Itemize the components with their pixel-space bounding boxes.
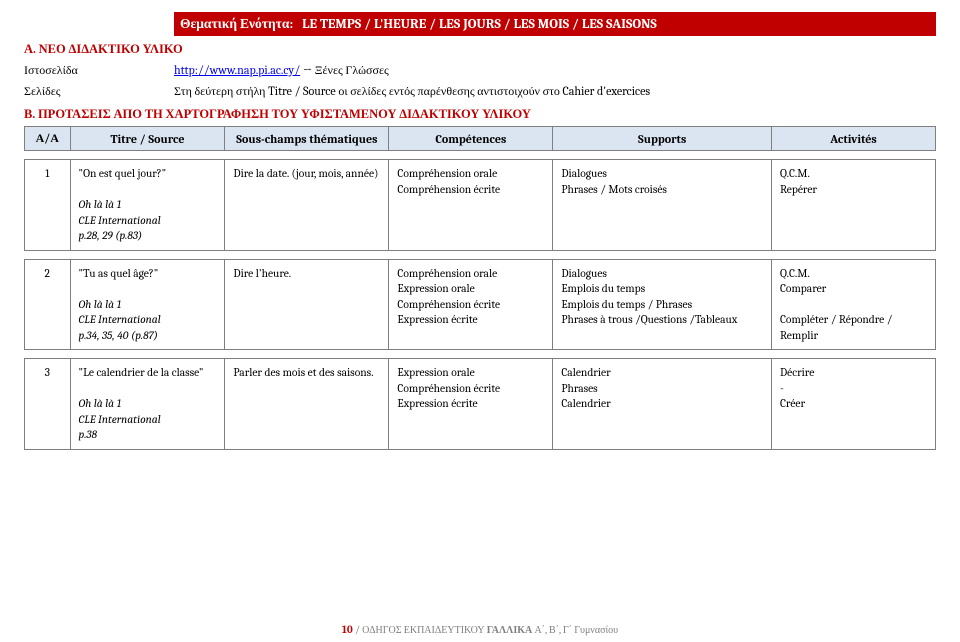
row-src3: p.28, 29 (p.83) <box>79 229 143 242</box>
row-number: 1 <box>25 160 71 251</box>
row-act: Q.C.M.ComparerCompléter / Répondre / Rem… <box>771 259 935 350</box>
row-comp: Compréhension oraleExpression oraleCompr… <box>389 259 553 350</box>
row-title: On est quel jour? <box>79 167 167 180</box>
row-src1: Oh là là 1 <box>79 298 122 311</box>
website-value: http://www.nap.pi.ac.cy/ → Ξένες Γλώσσες <box>174 63 389 78</box>
row-title-source: Tu as quel âge? Oh là là 1 CLE Internati… <box>70 259 225 350</box>
row-comp: Compréhension oraleCompréhension écrite <box>389 160 553 251</box>
row-act: Q.C.M.Repérer <box>771 160 935 251</box>
row-src3: p.34, 35, 40 (p.87) <box>79 329 158 342</box>
col-supp: Supports <box>553 127 772 151</box>
table-row: 2 Tu as quel âge? Oh là là 1 CLE Interna… <box>24 259 936 351</box>
pages-text: Στη δεύτερη στήλη Titre / Source οι σελί… <box>174 84 650 98</box>
thematic-label: Θεματική Ενότητα: <box>180 17 293 32</box>
website-label: Ιστοσελίδα <box>24 63 174 78</box>
row-supp: CalendrierPhrasesCalendrier <box>553 359 772 450</box>
row-act: Décrire -Créer <box>771 359 935 450</box>
pages-value: Στη δεύτερη στήλη Titre / Source οι σελί… <box>174 84 650 99</box>
pages-row: Σελίδες Στη δεύτερη στήλη Titre / Source… <box>24 84 936 99</box>
website-row: Ιστοσελίδα http://www.nap.pi.ac.cy/ → Ξέ… <box>24 63 936 78</box>
row-src1: Oh là là 1 <box>79 397 122 410</box>
col-aa: Α/Α <box>25 127 71 151</box>
website-suffix: → Ξένες Γλώσσες <box>300 63 389 77</box>
col-comp: Compétences <box>389 127 553 151</box>
row-src2: CLE International <box>79 413 161 426</box>
row-src2: CLE International <box>79 313 161 326</box>
row-supp: DialoguesEmplois du tempsEmplois du temp… <box>553 259 772 350</box>
footer-rest: Α΄, Β΄, Γ΄ Γυμνασίου <box>532 624 618 636</box>
row-title: Tu as quel âge? <box>79 267 159 280</box>
row-src3: p.38 <box>79 428 97 441</box>
page-number: 10 <box>342 623 353 636</box>
footer-text: ΟΔΗΓΟΣ ΕΚΠΑΙΔΕΥΤΙΚΟΥ <box>362 624 487 636</box>
thematic-value: LE TEMPS / L'HEURE / LES JOURS / LES MOI… <box>302 17 657 32</box>
col-titre: Titre / Source <box>70 127 225 151</box>
website-link[interactable]: http://www.nap.pi.ac.cy/ <box>174 63 300 77</box>
row-src1: Oh là là 1 <box>79 198 122 211</box>
row-sous: Parler des mois et des saisons. <box>225 359 389 450</box>
section-a-title: Α. ΝΕΟ ΔΙΔΑΚΤΙΚΟ ΥΛΙΚΟ <box>24 42 936 57</box>
row-title: Le calendrier de la classe <box>79 366 204 379</box>
row-comp: Expression oraleCompréhension écriteExpr… <box>389 359 553 450</box>
row-number: 2 <box>25 259 71 350</box>
table-row: 1 On est quel jour? Oh là là 1 CLE Inter… <box>24 159 936 251</box>
row-number: 3 <box>25 359 71 450</box>
row-sous: Dire l'heure. <box>225 259 389 350</box>
pages-label: Σελίδες <box>24 84 174 99</box>
row-title-source: On est quel jour? Oh là là 1 CLE Interna… <box>70 160 225 251</box>
footer-sep: / <box>353 624 362 636</box>
col-sous: Sous-champs thématiques <box>225 127 389 151</box>
row-title-source: Le calendrier de la classe Oh là là 1 CL… <box>70 359 225 450</box>
row-supp: DialoguesPhrases / Mots croisés <box>553 160 772 251</box>
row-src2: CLE International <box>79 214 161 227</box>
row-sous: Dire la date. (jour, mois, année) <box>225 160 389 251</box>
thematic-header: Θεματική Ενότητα: LE TEMPS / L'HEURE / L… <box>174 12 936 36</box>
col-act: Activités <box>771 127 935 151</box>
page-footer: 10 / ΟΔΗΓΟΣ ΕΚΠΑΙΔΕΥΤΙΚΟΥ ΓΑΛΛΙΚΑ Α΄, Β΄… <box>0 623 960 636</box>
table-row: 3 Le calendrier de la classe Oh là là 1 … <box>24 358 936 450</box>
footer-bold: ΓΑΛΛΙΚΑ <box>487 624 533 636</box>
section-b-title: Β. ΠΡΟΤΑΣΕΙΣ ΑΠΟ ΤΗ ΧΑΡΤΟΓΡΑΦΗΣΗ ΤΟΥ ΥΦΙ… <box>24 107 936 122</box>
column-header-table: Α/Α Titre / Source Sous-champs thématiqu… <box>24 126 936 151</box>
